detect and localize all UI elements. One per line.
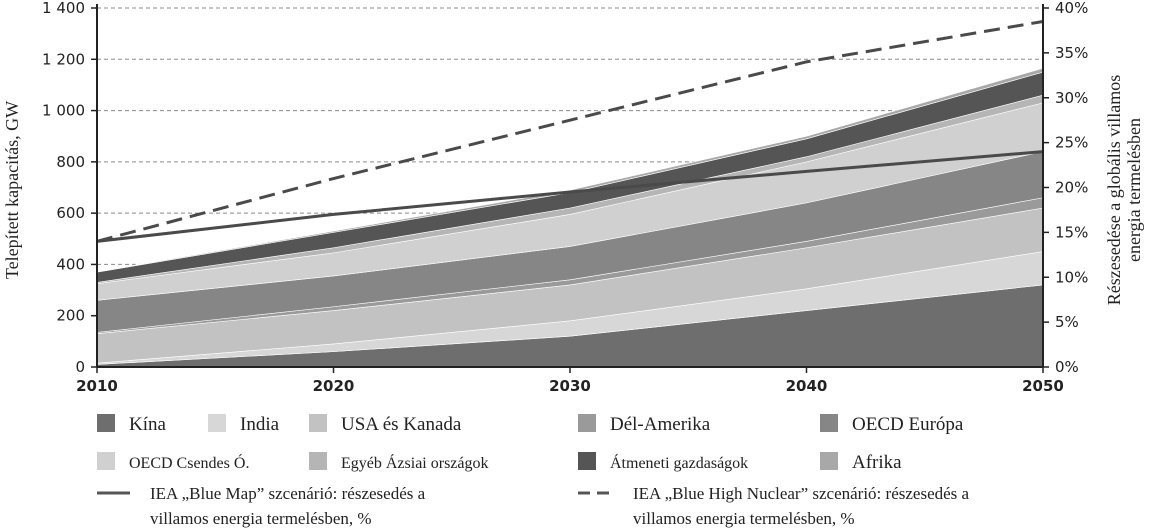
y-axis-label: Telepített kapacitás, GW (2, 101, 22, 279)
legend-swatch-1 (208, 414, 226, 432)
legend-blue-high-nuclear-label-1: IEA „Blue High Nuclear” szcenárió: része… (633, 484, 970, 503)
y2-tick-label-5: 25% (1055, 134, 1088, 152)
legend-swatch-2 (309, 414, 327, 432)
y2-tick-label-7: 35% (1055, 44, 1088, 62)
y2-axis-label-line2: energia termelésben (1124, 118, 1144, 262)
y-tick-label-1: 200 (56, 307, 85, 325)
y2-tick-label-6: 30% (1055, 89, 1088, 107)
x-tick-label-0: 2010 (76, 377, 118, 395)
legend-swatch-6 (309, 452, 327, 470)
y2-tick-label-4: 20% (1055, 179, 1088, 197)
x-axis-ticks: 2010 2020 2030 2040 2050 (76, 367, 1064, 395)
legend-label-2: USA és Kanada (341, 414, 462, 435)
y2-axis-label-line1: Részesedése a globális villamos (1104, 75, 1124, 305)
legend-label-6: Egyéb Ázsiai országok (341, 453, 489, 472)
x-tick-label-3: 2040 (786, 377, 828, 395)
x-tick-label-1: 2020 (313, 377, 355, 395)
right-axis-ticks: 0% 5% 10% 15% 20% 25% 30% 35% 40% (1043, 0, 1088, 376)
y2-tick-label-1: 5% (1055, 313, 1079, 331)
legend-blue-map: IEA „Blue Map” szcenárió: részesedés a v… (97, 484, 426, 528)
legend-swatch-0 (97, 414, 115, 432)
legend-label-8: Afrika (852, 452, 902, 473)
y-tick-label-6: 1 200 (42, 50, 85, 68)
legend-blue-map-label-2: villamos energia termelésben, % (150, 509, 372, 528)
legend-label-4: OECD Európa (852, 414, 964, 435)
legend-swatch-8 (820, 452, 838, 470)
line-blue-map (96, 150, 1044, 243)
y2-tick-label-0: 0% (1055, 358, 1079, 376)
y-tick-label-4: 800 (56, 153, 85, 171)
legend-swatch-7 (578, 452, 596, 470)
legend-label-5: OECD Csendes Ó. (129, 453, 249, 472)
y-tick-label-5: 1 000 (42, 102, 85, 120)
y2-tick-label-8: 40% (1055, 0, 1088, 17)
legend-swatch-4 (820, 414, 838, 432)
legend-label-3: Dél-Amerika (610, 414, 711, 435)
line-blue-high-nuclear (96, 19, 1044, 243)
legend-label-1: India (240, 414, 280, 435)
share-lines (96, 19, 1044, 243)
x-tick-label-4: 2050 (1022, 377, 1064, 395)
legend-label-0: Kína (129, 414, 167, 435)
left-axis-ticks: 0 200 400 600 800 1 000 1 200 1 400 (42, 0, 97, 376)
y-tick-label-2: 400 (56, 255, 85, 273)
legend-blue-high-nuclear: IEA „Blue High Nuclear” szcenárió: része… (578, 484, 970, 528)
legend-swatch-5 (97, 452, 115, 470)
y2-tick-label-2: 10% (1055, 268, 1088, 286)
y-tick-label-7: 1 400 (42, 0, 85, 17)
legend-blue-map-label-1: IEA „Blue Map” szcenárió: részesedés a (150, 484, 426, 503)
legend-label-7: Átmeneti gazdaságok (610, 453, 748, 472)
y-tick-label-3: 600 (56, 204, 85, 222)
legend-swatch-3 (578, 414, 596, 432)
legend: Kína India USA és Kanada Dél-Amerika OECD Eu… (97, 414, 964, 473)
y-tick-label-0: 0 (75, 358, 85, 376)
y2-tick-label-3: 15% (1055, 223, 1088, 241)
legend-blue-high-nuclear-label-2: villamos energia termelésben, % (633, 509, 855, 528)
x-tick-label-2: 2030 (549, 377, 591, 395)
stacked-areas (96, 67, 1044, 368)
